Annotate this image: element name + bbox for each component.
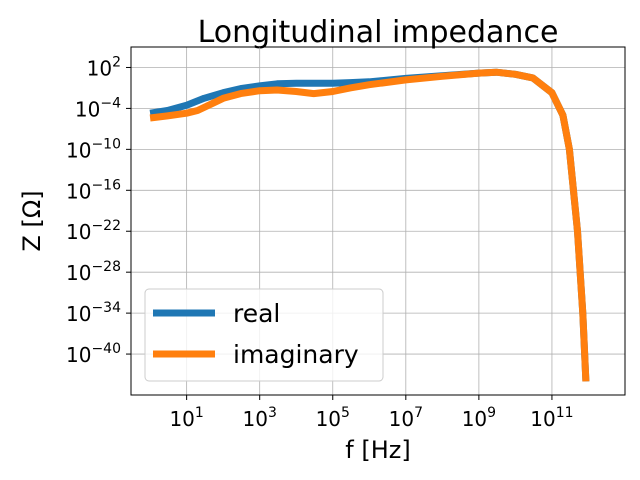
- y-tick-label: 10−22: [66, 218, 121, 244]
- x-tick-label: 103: [243, 405, 277, 431]
- tick-exponent: 1: [195, 405, 204, 421]
- x-tick-label: 107: [389, 405, 423, 431]
- legend: real imaginary: [144, 288, 384, 382]
- y-tick-label: 10−4: [75, 95, 121, 121]
- y-tick-label: 10−34: [66, 300, 121, 326]
- tick-base: 10: [243, 407, 268, 431]
- legend-label-imaginary: imaginary: [233, 340, 359, 369]
- tick-base: 10: [66, 343, 91, 367]
- tick-exponent: 5: [341, 405, 350, 421]
- x-tick-label: 101: [169, 405, 203, 431]
- tick-exponent: −28: [91, 259, 121, 275]
- tick-exponent: −16: [91, 177, 121, 193]
- tick-base: 10: [389, 407, 414, 431]
- tick-base: 10: [66, 138, 91, 162]
- y-tick-label: 10−28: [66, 259, 121, 285]
- tick-base: 10: [66, 302, 91, 326]
- tick-exponent: −22: [91, 218, 121, 234]
- tick-exponent: −34: [91, 300, 121, 316]
- tick-base: 10: [66, 261, 91, 285]
- y-tick-label: 10−40: [66, 341, 121, 367]
- tick-base: 10: [75, 97, 100, 121]
- tick-base: 10: [169, 407, 194, 431]
- x-tick-label: 109: [462, 405, 496, 431]
- y-tick-label: 10−16: [66, 177, 121, 203]
- tick-exponent: 7: [414, 405, 423, 421]
- tick-exponent: 2: [112, 54, 121, 70]
- x-axis-label: f [Hz]: [345, 436, 410, 464]
- x-tick-label: 1011: [530, 405, 573, 431]
- series-line-imaginary: [149, 68, 590, 382]
- tick-exponent: −40: [91, 341, 121, 357]
- tick-base: 10: [530, 407, 555, 431]
- x-tick-label: 105: [316, 405, 350, 431]
- tick-base: 10: [66, 179, 91, 203]
- tick-exponent: 9: [487, 405, 496, 421]
- legend-label-real: real: [233, 299, 280, 328]
- tick-base: 10: [66, 220, 91, 244]
- tick-exponent: 11: [556, 405, 574, 421]
- tick-base: 10: [316, 407, 341, 431]
- tick-exponent: −10: [91, 136, 121, 152]
- chart-title: Longitudinal impedance: [198, 15, 559, 50]
- y-tick-label: 102: [87, 54, 121, 80]
- tick-exponent: −4: [100, 95, 121, 111]
- y-axis-label: Z [Ω]: [18, 190, 46, 251]
- series-layer: [149, 68, 590, 382]
- y-tick-label: 10−10: [66, 136, 121, 162]
- tick-base: 10: [462, 407, 487, 431]
- tick-base: 10: [87, 56, 112, 80]
- x-axis: 101 103 105 107 109 1011: [169, 395, 574, 431]
- tick-exponent: 3: [268, 405, 277, 421]
- plot-frame: [130, 46, 626, 396]
